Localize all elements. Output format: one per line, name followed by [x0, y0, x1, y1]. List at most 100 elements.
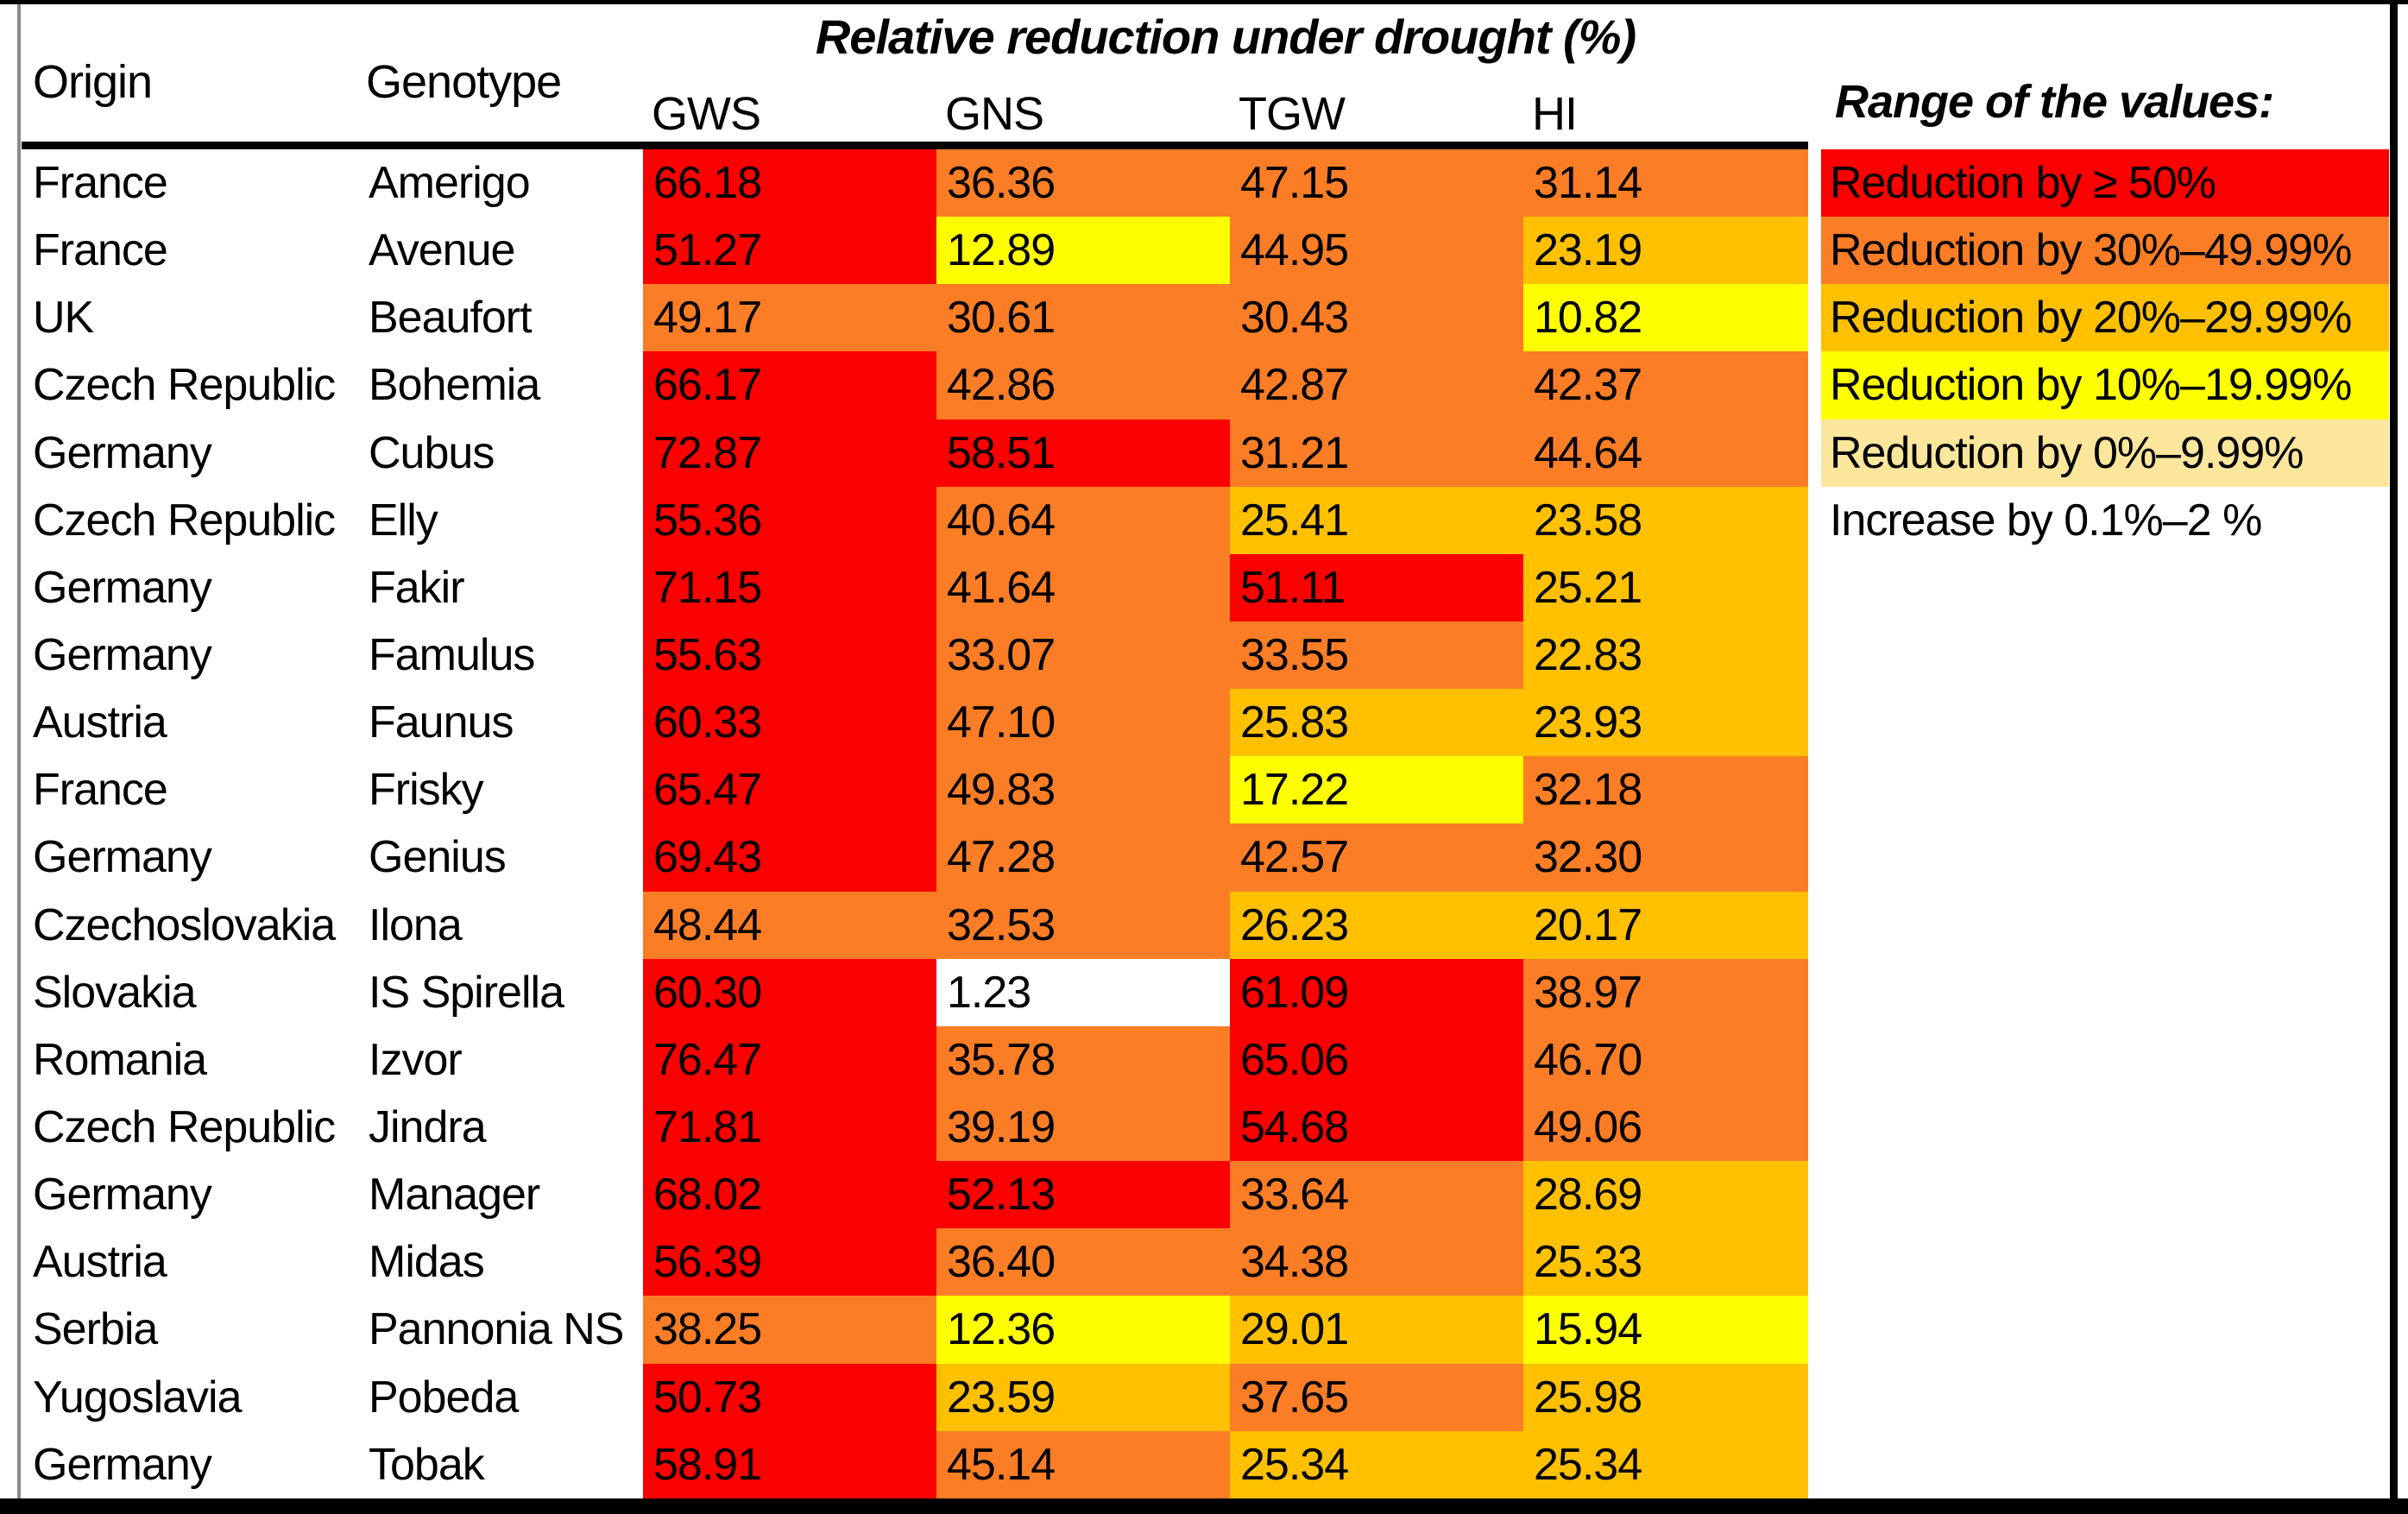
value-cell-gns: 42.86: [936, 351, 1230, 420]
value-cell-gns: 47.28: [936, 823, 1230, 892]
value-cell-gws: 66.18: [643, 149, 936, 218]
genotype-cell: Amerigo: [369, 158, 531, 208]
genotype-cell: Genius: [369, 832, 507, 883]
legend-item-inc: Increase by 0.1%–2 %: [1821, 486, 2389, 554]
origin-cell: Germany: [33, 1439, 212, 1490]
value-cell-tgw: 31.21: [1230, 419, 1523, 487]
value-cell-gns: 47.10: [936, 689, 1230, 757]
table-body: France Amerigo 66.18 36.36 47.15 31.14 France A…: [22, 149, 1808, 1498]
legend-item-ge50: Reduction by ≥ 50%: [1821, 149, 2389, 218]
right-border: [2390, 4, 2398, 1498]
value-cell-hi: 23.93: [1523, 689, 1808, 757]
value-cell-hi: 25.34: [1523, 1430, 1808, 1498]
value-cell-gws: 55.36: [643, 486, 936, 554]
origin-cell: Czech Republic: [33, 495, 336, 546]
value-cell-tgw: 33.64: [1230, 1161, 1523, 1229]
value-cell-gns: 35.78: [936, 1025, 1230, 1094]
table-row: Czech Republic Bohemia 66.17 42.86 42.87 42.3…: [22, 351, 1808, 420]
table-row: Germany Genius 69.43 47.28 42.57 32.30: [22, 823, 1808, 892]
value-cell-hi: 22.83: [1523, 621, 1808, 690]
genotype-cell: Bohemia: [369, 360, 540, 411]
value-cell-tgw: 42.87: [1230, 351, 1523, 420]
header-divider: [22, 142, 1808, 149]
value-cell-hi: 25.98: [1523, 1363, 1808, 1431]
value-cell-gws: 65.47: [643, 756, 936, 824]
genotype-cell: Pannonia NS: [369, 1304, 624, 1355]
value-cell-tgw: 30.43: [1230, 284, 1523, 352]
value-cell-hi: 46.70: [1523, 1025, 1808, 1094]
value-cell-gns: 52.13: [936, 1161, 1230, 1229]
value-cell-gws: 58.91: [643, 1430, 936, 1498]
value-cell-gns: 33.07: [936, 621, 1230, 690]
left-border: [17, 4, 21, 1498]
value-cell-tgw: 47.15: [1230, 149, 1523, 218]
origin-cell: Austria: [33, 1237, 167, 1288]
value-cell-gns: 32.53: [936, 891, 1230, 959]
legend: Range of the values: Reduction by ≥ 50% R…: [1821, 0, 2389, 1498]
value-cell-gws: 66.17: [643, 351, 936, 420]
value-cell-tgw: 25.34: [1230, 1430, 1523, 1498]
column-header-genotype: Genotype: [366, 56, 562, 108]
genotype-cell: Jindra: [369, 1101, 487, 1152]
table-row: Germany Tobak 58.91 45.14 25.34 25.34: [22, 1430, 1808, 1498]
table-row: Romania Izvor 76.47 35.78 65.06 46.70: [22, 1025, 1808, 1094]
metric-column-headers: GWS GNS TGW HI: [643, 88, 1808, 140]
legend-items: Reduction by ≥ 50% Reduction by 30%–49.99…: [1821, 149, 2389, 554]
table-row: Austria Midas 56.39 36.40 34.38 25.33: [22, 1228, 1808, 1296]
genotype-cell: Manager: [369, 1170, 540, 1221]
value-cell-tgw: 37.65: [1230, 1363, 1523, 1431]
value-cell-hi: 42.37: [1523, 351, 1808, 420]
origin-cell: Austria: [33, 697, 167, 748]
table-row: UK Beaufort 49.17 30.61 30.43 10.82: [22, 284, 1808, 352]
value-cell-tgw: 26.23: [1230, 891, 1523, 959]
origin-cell: Slovakia: [33, 967, 197, 1018]
origin-cell: Serbia: [33, 1304, 158, 1355]
value-cell-gws: 55.63: [643, 621, 936, 690]
bottom-border: [0, 1498, 2408, 1514]
column-header-gns: GNS: [945, 88, 1044, 140]
column-header-hi: HI: [1532, 88, 1578, 140]
value-cell-gws: 51.27: [643, 217, 936, 285]
genotype-cell: Tobak: [369, 1439, 485, 1490]
value-cell-gws: 71.15: [643, 553, 936, 621]
value-cell-hi: 31.14: [1523, 149, 1808, 218]
genotype-cell: Fakir: [369, 562, 465, 613]
value-cell-gws: 56.39: [643, 1228, 936, 1296]
value-cell-gns: 36.36: [936, 149, 1230, 218]
value-cell-hi: 44.64: [1523, 419, 1808, 487]
value-cell-gns: 45.14: [936, 1430, 1230, 1498]
value-cell-hi: 49.06: [1523, 1093, 1808, 1162]
value-cell-tgw: 17.22: [1230, 756, 1523, 824]
genotype-cell: Beaufort: [369, 293, 533, 344]
genotype-cell: Midas: [369, 1237, 485, 1288]
genotype-cell: Elly: [369, 495, 438, 546]
value-cell-gws: 38.25: [643, 1296, 936, 1364]
column-header-gws: GWS: [652, 88, 761, 140]
value-cell-gns: 41.64: [936, 553, 1230, 621]
value-cell-tgw: 25.41: [1230, 486, 1523, 554]
genotype-cell: Pobeda: [369, 1372, 519, 1423]
column-header-origin: Origin: [33, 56, 153, 108]
table-row: Serbia Pannonia NS 38.25 12.36 29.01 15.94: [22, 1296, 1808, 1364]
value-cell-tgw: 34.38: [1230, 1228, 1523, 1296]
legend-title: Range of the values:: [1835, 76, 2274, 128]
value-cell-tgw: 54.68: [1230, 1093, 1523, 1162]
origin-cell: Czechoslovakia: [33, 899, 336, 950]
origin-cell: Germany: [33, 1170, 212, 1221]
value-cell-gns: 58.51: [936, 419, 1230, 487]
value-cell-tgw: 42.57: [1230, 823, 1523, 892]
value-cell-tgw: 33.55: [1230, 621, 1523, 690]
genotype-cell: IS Spirella: [369, 967, 564, 1018]
genotype-cell: Avenue: [369, 225, 515, 276]
table-title: Relative reduction under drought (%): [815, 9, 1636, 64]
legend-item-r0: Reduction by 0%–9.99%: [1821, 419, 2389, 487]
origin-cell: UK: [33, 293, 94, 344]
value-cell-gws: 60.33: [643, 689, 936, 757]
value-cell-gws: 50.73: [643, 1363, 936, 1431]
value-cell-gns: 40.64: [936, 486, 1230, 554]
origin-cell: Germany: [33, 427, 212, 478]
table-row: France Frisky 65.47 49.83 17.22 32.18: [22, 756, 1808, 824]
value-cell-gns: 49.83: [936, 756, 1230, 824]
table-row: Czech Republic Jindra 71.81 39.19 54.68 49.06: [22, 1093, 1808, 1162]
